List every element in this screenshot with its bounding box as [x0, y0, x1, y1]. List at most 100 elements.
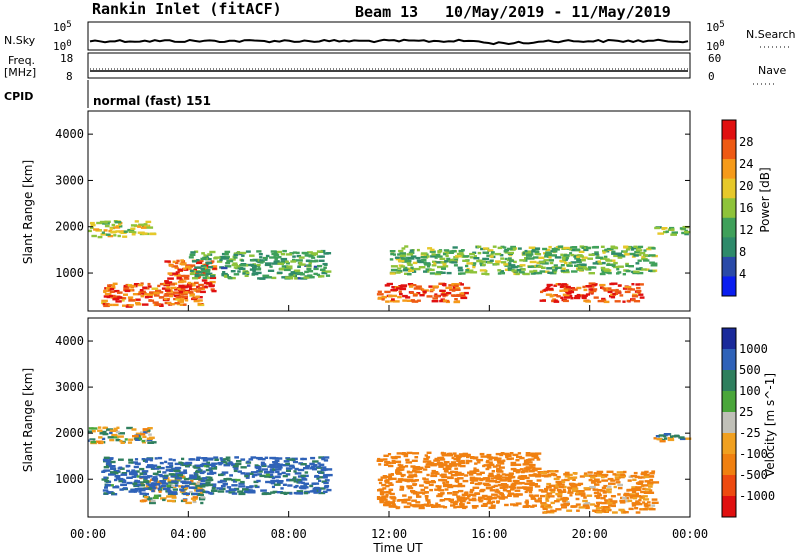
- velocity-cell: [466, 501, 471, 504]
- power-cell: [581, 296, 587, 300]
- velocity-cell: [253, 480, 259, 484]
- power-cell: [434, 256, 438, 259]
- power-cell: [645, 268, 650, 271]
- power-cell: [117, 234, 121, 238]
- velocity-cell: [473, 457, 478, 460]
- velocity-cell: [323, 481, 329, 485]
- velocity-cell: [158, 466, 165, 470]
- power-cell: [622, 287, 628, 290]
- velocity-cell: [498, 466, 505, 469]
- velocity-cell: [233, 465, 239, 468]
- velocity-cell: [506, 457, 512, 461]
- power-cell: [419, 294, 425, 297]
- power-cell: [426, 265, 431, 268]
- velocity-cell: [518, 475, 523, 478]
- velocity-cell: [496, 495, 501, 498]
- velocity-cell: [126, 469, 130, 473]
- velocity-cell: [200, 479, 206, 483]
- power-cell: [641, 257, 648, 261]
- nsky-tick-bottom: 100: [53, 39, 72, 53]
- velocity-cell: [678, 436, 685, 439]
- nave-label: Nave: [758, 64, 786, 77]
- velocity-cell: [457, 489, 464, 493]
- velocity-cell: [181, 481, 188, 485]
- velocity-cell: [126, 476, 133, 479]
- power-cell: [471, 262, 477, 265]
- velocity-cell: [294, 472, 302, 475]
- velocity-cell: [119, 439, 123, 443]
- power-cell: [182, 292, 188, 296]
- velocity-cell: [130, 470, 137, 474]
- velocity-cell: [617, 493, 621, 496]
- power-cell: [437, 255, 443, 258]
- power-cell: [289, 273, 294, 276]
- power-cell: [321, 271, 328, 275]
- velocity-cell: [388, 482, 393, 485]
- velocity-cell: [444, 488, 449, 491]
- velocity-cell: [383, 463, 389, 466]
- power-cell: [482, 247, 489, 250]
- power-cell: [127, 229, 135, 232]
- velocity-cell: [541, 503, 548, 506]
- velocity-cell: [473, 467, 477, 470]
- power-cell: [570, 261, 577, 264]
- power-cell: [590, 289, 597, 293]
- velocity-cell: [153, 467, 160, 470]
- power-cell: [179, 288, 186, 291]
- power-cell: [187, 283, 192, 286]
- power-cell: [164, 260, 171, 263]
- power-cell: [651, 247, 655, 250]
- velocity-cell: [325, 468, 333, 471]
- time-tick-label: 12:00: [371, 527, 407, 541]
- velocity-cell: [126, 481, 133, 485]
- velocity-colorbar-frame: [721, 327, 737, 518]
- power-cell: [614, 290, 622, 293]
- velocity-cell: [257, 473, 262, 476]
- power-cell: [638, 293, 644, 296]
- power-cell: [610, 289, 616, 292]
- power-cell: [627, 287, 633, 291]
- velocity-cell: [120, 473, 128, 476]
- velocity-cell: [144, 487, 152, 490]
- velocity-cell: [524, 490, 528, 494]
- velocity-cell: [441, 473, 447, 476]
- power-cell: [200, 290, 206, 294]
- velocity-cell: [379, 500, 384, 504]
- power-cell: [532, 256, 539, 259]
- velocity-cell: [103, 456, 110, 459]
- power-cell: [444, 260, 449, 263]
- power-cell: [179, 298, 185, 301]
- velocity-cell: [435, 485, 439, 488]
- velocity-cell: [405, 461, 413, 464]
- velocity-cell: [193, 466, 201, 469]
- velocity-cell: [162, 471, 167, 474]
- velocity-cell: [613, 485, 617, 489]
- velocity-cell: [546, 492, 553, 495]
- ytick-label: 2000: [55, 426, 84, 440]
- velocity-cell: [608, 498, 613, 501]
- power-cell: [141, 232, 148, 235]
- power-cell: [434, 272, 442, 276]
- power-cell: [611, 250, 616, 253]
- power-cell: [117, 296, 123, 299]
- velocity-cell: [119, 488, 124, 491]
- velocity-cell: [554, 500, 560, 503]
- power-cell: [229, 258, 236, 261]
- velocity-cell: [550, 509, 557, 513]
- power-cell: [480, 260, 486, 263]
- velocity-cell: [531, 469, 538, 472]
- power-cell: [389, 272, 396, 275]
- power-cell: [252, 266, 257, 269]
- power-cell: [181, 295, 188, 299]
- velocity-cell: [127, 441, 133, 444]
- power-cell: [630, 248, 635, 251]
- power-cell: [390, 252, 395, 256]
- power-cell: [439, 299, 446, 303]
- velocity-cell: [257, 470, 263, 473]
- velocity-cell: [647, 475, 655, 478]
- velocity-cell: [513, 504, 519, 507]
- power-cell: [559, 285, 566, 289]
- power-heatmap: [88, 220, 691, 308]
- power-cell: [102, 222, 107, 225]
- power-cell: [175, 287, 181, 291]
